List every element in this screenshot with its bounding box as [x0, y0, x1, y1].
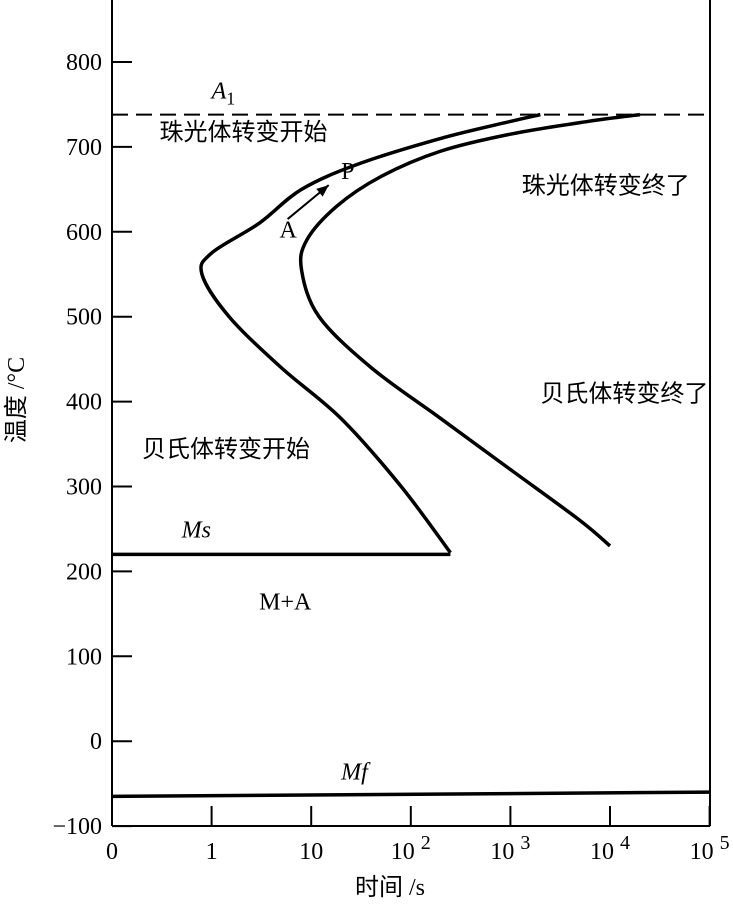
x-tick-label: 0	[106, 839, 118, 865]
x-tick-label: 10 5	[690, 832, 730, 865]
y-tick-label: 100	[66, 644, 102, 670]
y-tick-label: 0	[90, 729, 102, 755]
y-tick-label: 200	[66, 559, 102, 585]
annotation-label: M+A	[259, 590, 312, 616]
annotation-label: A1	[210, 79, 236, 109]
x-tick-label: 10	[299, 839, 323, 865]
y-axis-title: 温度 /°C	[3, 357, 30, 443]
curves-layer	[111, 112, 710, 799]
y-tick-label: 400	[66, 390, 102, 416]
x-tick-label: 10 3	[490, 832, 530, 865]
annotation-label: 贝氏体转变终了	[540, 381, 708, 408]
y-tick-label: 800	[66, 50, 102, 76]
annotation-label: Ms	[181, 517, 211, 543]
y-tick-label: 700	[66, 135, 102, 161]
y-tick-label: −100	[52, 814, 102, 840]
annotation-label: 贝氏体转变开始	[142, 436, 310, 463]
series-line	[199, 112, 541, 554]
x-axis-title: 时间 /s	[355, 874, 425, 901]
x-tick-label: 10 2	[391, 832, 431, 865]
x-tick-label: 10 4	[590, 832, 630, 865]
annotation-label: A	[279, 218, 297, 244]
series-line	[298, 112, 641, 548]
annotation-label: Mf	[340, 759, 371, 785]
y-tick-label: 600	[66, 220, 102, 246]
arrow-head	[316, 185, 329, 197]
annotation-label: 珠光体转变开始	[160, 119, 328, 146]
y-tick-label: 300	[66, 475, 102, 501]
series-line	[111, 790, 710, 799]
x-tick-label: 1	[206, 839, 218, 865]
y-tick-label: 500	[66, 305, 102, 331]
annotation-label: 珠光体转变终了	[522, 173, 690, 200]
annotation-label: P	[341, 159, 354, 185]
